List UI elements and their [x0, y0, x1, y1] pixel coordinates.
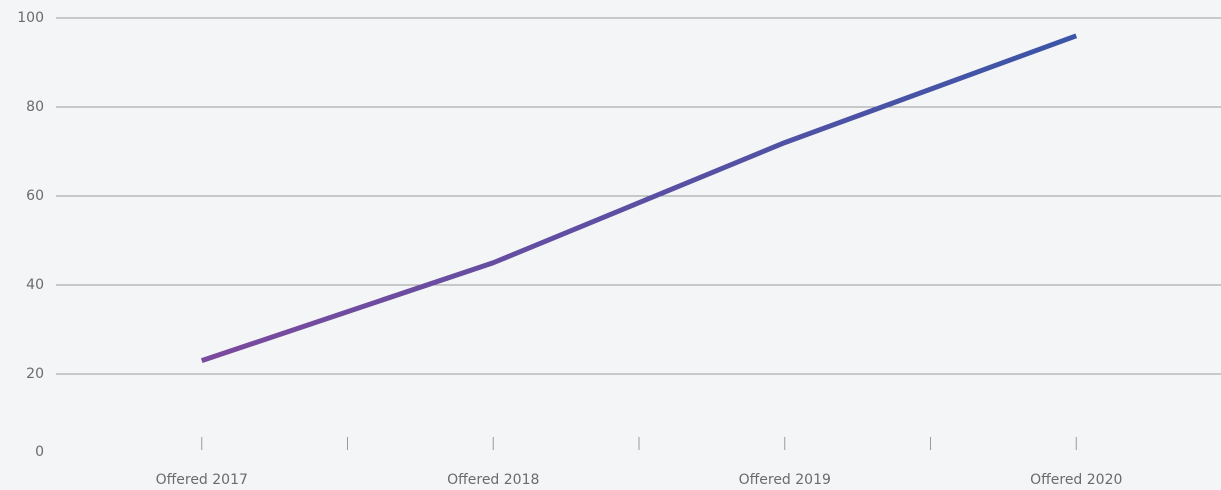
x-tick-label: Offered 2018 — [447, 472, 539, 488]
y-tick-label: 100 — [17, 10, 44, 26]
y-tick-label: 60 — [26, 188, 44, 204]
y-tick-label: 0 — [35, 444, 44, 460]
y-tick-label: 80 — [26, 99, 44, 115]
y-tick-label: 20 — [26, 366, 44, 382]
x-tick-label: Offered 2017 — [156, 472, 248, 488]
line — [200, 33, 1078, 364]
x-tick-label: Offered 2020 — [1030, 472, 1122, 488]
y-tick-label: 40 — [26, 277, 44, 293]
x-tick-label: Offered 2019 — [739, 472, 831, 488]
